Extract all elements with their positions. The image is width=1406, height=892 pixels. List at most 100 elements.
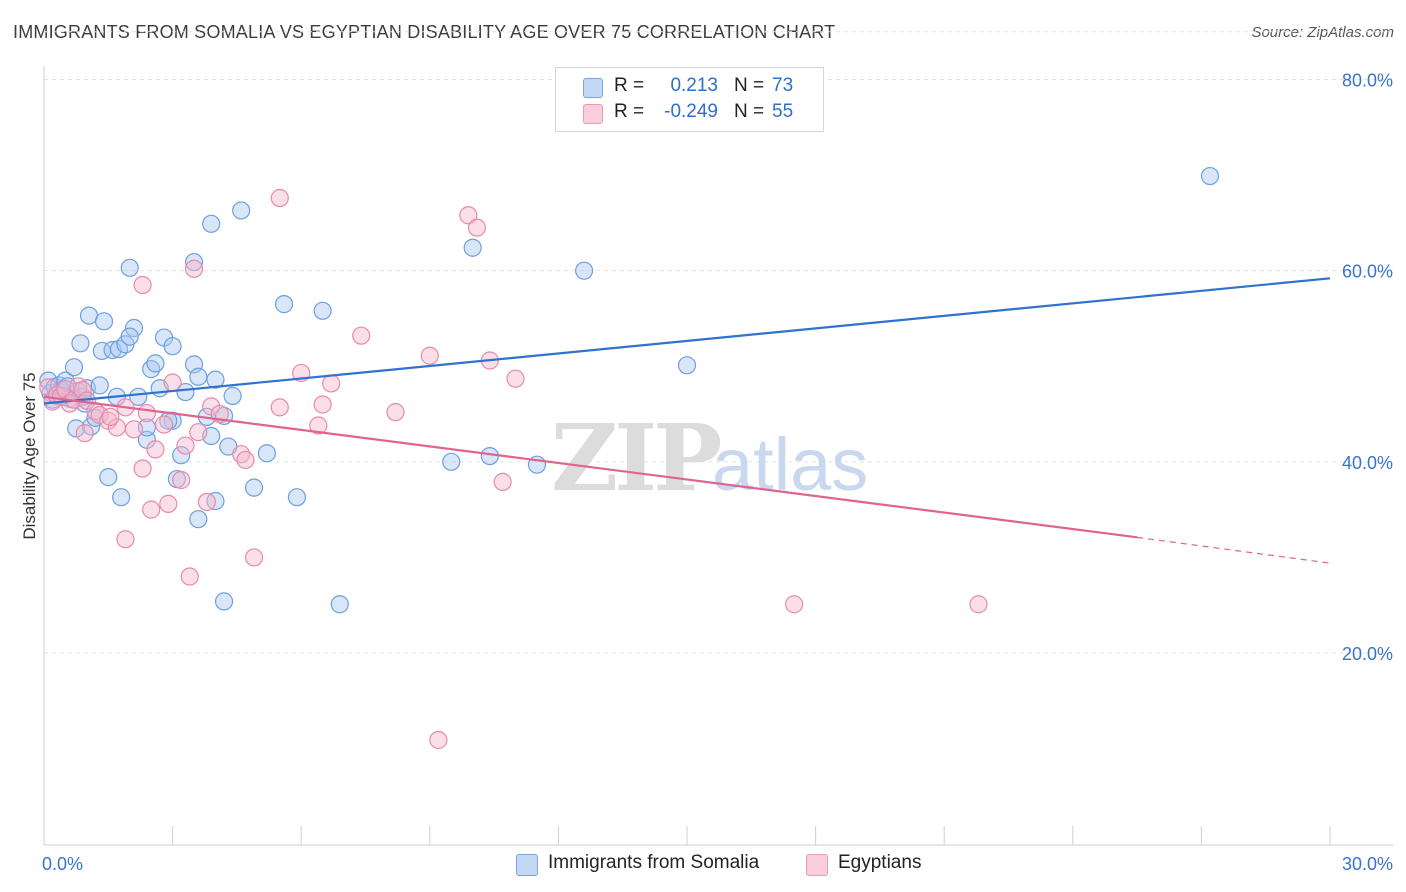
point-somalia-47: [257, 444, 277, 463]
legend-r-value-somalia: 0.213: [670, 75, 718, 96]
series-egyptians-points: [39, 188, 988, 750]
point-egyptians-24: [75, 424, 94, 443]
point-egyptians-26: [133, 459, 152, 478]
point-somalia-26: [163, 337, 182, 356]
point-egyptians-16: [137, 403, 156, 423]
point-somalia-55: [120, 258, 139, 277]
legend-row-egyptians: R = -0.249 N = 55: [556, 101, 823, 127]
point-somalia-57: [202, 214, 221, 233]
point-somalia-49: [112, 488, 131, 507]
point-egyptians-27: [142, 500, 161, 519]
point-somalia-67: [214, 592, 234, 611]
point-somalia-62: [480, 446, 499, 466]
legend-n-value-somalia: 73: [772, 75, 794, 96]
point-somalia-22: [124, 318, 144, 338]
point-somalia-56: [184, 252, 204, 272]
bottom-legend-label-egyptians: Egyptians: [838, 852, 922, 873]
point-somalia-32: [90, 376, 109, 395]
point-egyptians-42: [270, 398, 289, 417]
point-egyptians-35: [133, 275, 152, 295]
point-somalia-54: [287, 488, 307, 507]
point-egyptians-40: [313, 395, 332, 414]
legend-r-label: R =: [614, 75, 645, 96]
legend-swatch-somalia: [583, 78, 603, 98]
legend-n-label: N =: [734, 101, 765, 122]
point-somalia-34: [129, 387, 148, 406]
point-somalia-59: [274, 295, 294, 314]
legend-n-label: N =: [734, 75, 765, 96]
point-egyptians-33: [180, 567, 199, 586]
point-egyptians-52: [969, 595, 988, 614]
point-egyptians-49: [506, 369, 525, 388]
point-egyptians-41: [309, 416, 328, 435]
point-egyptians-20: [176, 436, 195, 455]
watermark-zip: ZIP: [551, 404, 720, 512]
point-egyptians-50: [493, 472, 512, 492]
trendline-somalia-0: [43, 277, 1331, 405]
trendlines: [43, 277, 1331, 564]
point-somalia-39: [163, 411, 182, 430]
point-egyptians-25: [101, 407, 120, 427]
legend-n-value-egyptians: 55: [772, 101, 794, 122]
y-tick-label-0: 20.0%: [1342, 644, 1393, 664]
point-somalia-48: [99, 468, 118, 487]
point-somalia-40: [67, 419, 86, 438]
point-somalia-29: [189, 367, 208, 386]
legend-r-value-egyptians: -0.249: [664, 101, 718, 122]
legend-row-somalia: R = 0.213 N = 73: [556, 75, 823, 101]
point-egyptians-47: [467, 218, 487, 237]
axes: [43, 66, 1393, 846]
point-somalia-17: [94, 312, 114, 331]
point-egyptians-19: [163, 373, 182, 392]
bottom-legend-swatch-somalia: [516, 854, 538, 876]
point-somalia-58: [232, 201, 251, 220]
point-somalia-31: [223, 386, 242, 405]
bottom-legend-swatch-egyptians: [806, 854, 828, 876]
trendline-egyptians-2: [1137, 536, 1331, 564]
point-somalia-51: [189, 510, 208, 529]
x-tick-label-1: 30.0%: [1342, 854, 1393, 874]
point-somalia-53: [244, 478, 264, 497]
point-somalia-68: [330, 595, 349, 614]
x-tick-label-0: 0.0%: [42, 854, 83, 874]
point-egyptians-30: [197, 492, 216, 512]
point-egyptians-46: [459, 206, 478, 225]
point-egyptians-43: [386, 403, 405, 422]
legend-swatch-egyptians: [583, 104, 603, 124]
point-egyptians-32: [116, 530, 135, 549]
point-egyptians-28: [159, 494, 178, 513]
point-somalia-44: [172, 446, 191, 465]
y-tick-label-2: 60.0%: [1342, 262, 1393, 282]
bottom-legend-label-somalia: Immigrants from Somalia: [548, 852, 760, 873]
point-somalia-66: [1200, 166, 1220, 186]
series-somalia-points: [39, 166, 1220, 614]
point-egyptians-44: [352, 326, 371, 345]
y-tick-labels: 20.0% 40.0% 60.0% 80.0%: [1342, 71, 1393, 665]
correlation-legend: R = 0.213 N = 73 R = -0.249 N = 55: [555, 67, 824, 132]
x-tick-labels: 0.0% 30.0%: [42, 854, 1393, 874]
point-somalia-23: [120, 327, 139, 346]
point-egyptians-8: [73, 381, 92, 400]
point-somalia-69: [442, 452, 461, 471]
point-somalia-65: [677, 356, 697, 375]
point-egyptians-29: [172, 470, 191, 490]
point-egyptians-21: [189, 423, 208, 442]
point-egyptians-37: [270, 188, 289, 208]
point-somalia-27: [146, 354, 165, 373]
point-egyptians-34: [244, 548, 264, 567]
point-somalia-61: [463, 238, 482, 257]
point-somalia-30: [206, 370, 225, 389]
point-egyptians-53: [429, 730, 448, 750]
point-egyptians-39: [322, 374, 341, 393]
point-somalia-11: [64, 358, 84, 377]
source-label: Source: ZipAtlas.com: [1251, 24, 1394, 41]
point-egyptians-45: [420, 346, 439, 365]
point-egyptians-15: [124, 420, 144, 439]
point-egyptians-18: [154, 415, 174, 434]
legend-r-label: R =: [614, 101, 645, 122]
point-somalia-60: [313, 301, 332, 320]
point-egyptians-17: [146, 440, 165, 459]
chart-title: IMMIGRANTS FROM SOMALIA VS EGYPTIAN DISA…: [13, 22, 836, 42]
point-somalia-15: [71, 334, 90, 353]
